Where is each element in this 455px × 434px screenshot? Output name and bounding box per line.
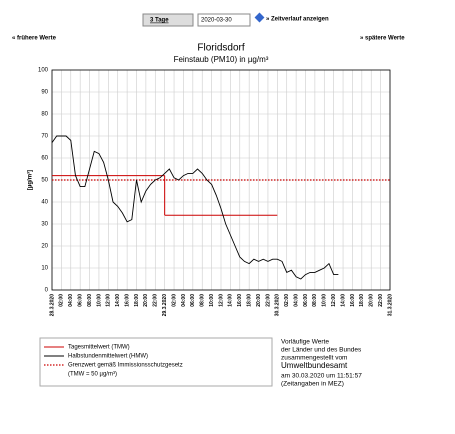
x-tick-label: 04:00 [181, 294, 187, 307]
x-tick-label: 18:00 [246, 294, 252, 307]
y-tick-label: 70 [41, 134, 48, 140]
show-link[interactable]: » Zeitverlauf anzeigen [266, 17, 329, 23]
x-tick-label: 12:00 [331, 294, 337, 307]
x-tick-label: 20:00 [143, 294, 149, 307]
y-tick-label: 80 [41, 112, 48, 118]
y-tick-label: 60 [41, 156, 48, 162]
x-tick-label: 10:00 [96, 294, 102, 307]
info-line: zusammengestellt vom [281, 355, 347, 362]
y-tick-label: 50 [41, 178, 48, 184]
x-tick-label: 22:00 [378, 294, 384, 307]
x-tick-label: 06:00 [77, 294, 83, 307]
y-tick-label: 90 [41, 90, 48, 96]
info-line: (Zeitangaben in MEZ) [281, 381, 344, 388]
x-tick-label: 12:00 [218, 294, 224, 307]
x-tick-label: 16:00 [350, 294, 356, 307]
x-tick-label: 16:00 [124, 294, 130, 307]
x-tick-label: 08:00 [312, 294, 318, 307]
x-tick-label: 12:00 [106, 294, 112, 307]
x-tick-label: 10:00 [322, 294, 328, 307]
show-icon[interactable] [254, 12, 265, 23]
x-tick-label: 22:00 [265, 294, 271, 307]
legend-label: Grenzwert gemäß Immissionsschutzgesetz [68, 363, 183, 369]
y-tick-label: 10 [41, 266, 48, 272]
x-tick-label: 18:00 [134, 294, 140, 307]
hmw-line [51, 135, 339, 280]
y-tick-label: 20 [41, 244, 48, 250]
x-tick-label: 04:00 [293, 294, 299, 307]
x-tick-label: 18:00 [359, 294, 365, 307]
chart-title: Floridsdorf [197, 43, 244, 54]
info-line: am 30.03.2020 um 11:51:57 [281, 373, 362, 380]
x-tick-label: 14:00 [340, 294, 346, 307]
y-label: [µg/m³] [27, 170, 34, 190]
x-tick-label: 20:00 [369, 294, 375, 307]
x-tick-label: 08:00 [87, 294, 93, 307]
x-tick-label: 20:00 [256, 294, 262, 307]
x-tick-label: 08:00 [200, 294, 206, 307]
date-text: 2020-03-30 [201, 18, 232, 24]
x-tick-label: 14:00 [228, 294, 234, 307]
x-tick-label: 06:00 [190, 294, 196, 307]
x-tick-label: 02:00 [171, 294, 177, 307]
date-input[interactable] [197, 13, 251, 27]
period-text: 3 Tage [150, 18, 169, 24]
x-tick-label: 16:00 [237, 294, 243, 307]
y-tick-label: 0 [45, 288, 49, 294]
y-tick-label: 100 [38, 68, 49, 74]
legend-box [39, 337, 273, 387]
info-line: der Länder und des Bundes [281, 347, 362, 354]
x-tick-label: 06:00 [303, 294, 309, 307]
later-link[interactable]: » spätere Werte [360, 36, 405, 42]
y-tick-label: 40 [41, 200, 48, 206]
x-tick-label: 29.3.2020 [162, 294, 168, 316]
x-tick-label: 22:00 [153, 294, 159, 307]
legend-label: Halbstundenmittelwert (HMW) [68, 354, 148, 360]
x-tick-label: 02:00 [284, 294, 290, 307]
x-tick-label: 14:00 [115, 294, 121, 307]
x-tick-label: 04:00 [68, 294, 74, 307]
period-select[interactable] [142, 13, 194, 27]
x-tick-label: 10:00 [209, 294, 215, 307]
x-tick-label: 30.3.2020 [275, 294, 281, 316]
x-tick-label: 31.3.2020 [387, 294, 393, 316]
earlier-link[interactable]: « frühere Werte [12, 36, 57, 42]
x-tick-label: 02:00 [59, 294, 65, 307]
legend-label: Tagesmittelwert (TMW) [68, 345, 130, 351]
legend-note: (TMW = 50 µg/m³) [68, 372, 117, 378]
info-line: Vorläufige Werte [281, 339, 329, 346]
x-tick-label: 28.3.2020 [49, 294, 55, 316]
y-tick-label: 30 [41, 222, 48, 228]
legend: Tagesmittelwert (TMW) Halbstundenmittelwe… [44, 345, 183, 378]
info-line: Umweltbundesamt [281, 361, 348, 370]
chart-subtitle: Feinstaub (PM10) in µg/m³ [174, 55, 269, 64]
